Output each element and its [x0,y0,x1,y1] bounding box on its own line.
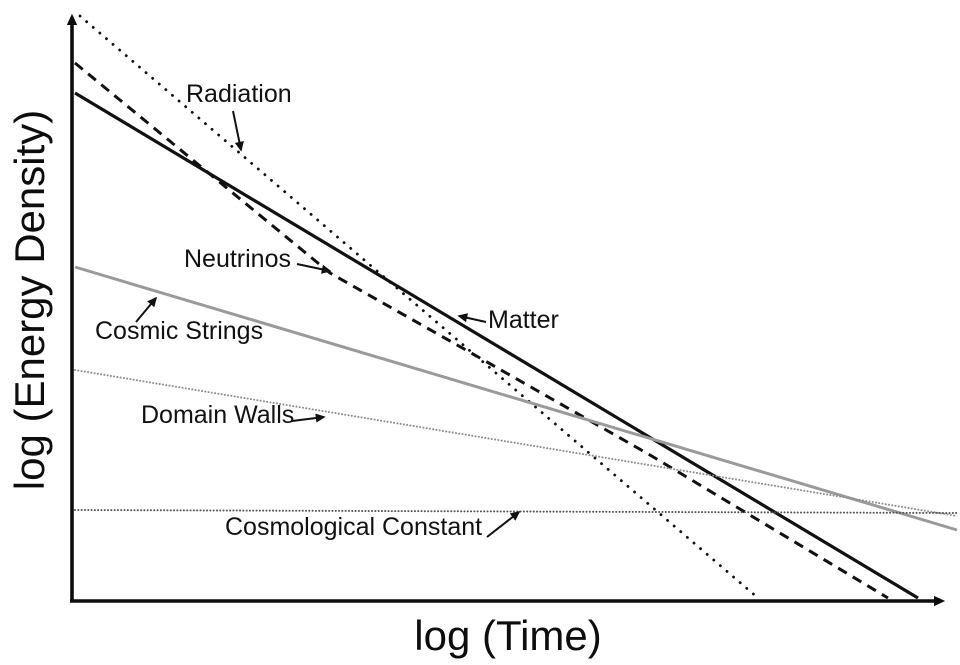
annotation-arrows [135,110,521,538]
cosmic-strings-arrow [135,296,158,323]
cosmological-constant-label: Cosmological Constant [225,513,483,541]
matter-line [74,91,919,600]
neutrinos-label: Neutrinos [184,245,291,273]
neutrinos-arrow [296,263,332,274]
radiation-label: Radiation [186,80,292,108]
y-axis-label: log (Energy Density) [6,109,53,491]
radiation-line [78,14,760,600]
data-lines [74,14,958,600]
matter-label: Matter [488,306,559,334]
cosmological-constant-arrow [486,510,521,538]
domain-walls-label: Domain Walls [141,401,295,429]
neutrinos-line [74,61,889,600]
radiation-arrow [232,110,244,152]
x-axis-label: log (Time) [414,612,602,659]
domain-walls-arrow [291,413,326,423]
cosmological-constant-line [74,509,958,514]
cosmic-strings-label: Cosmic Strings [95,317,264,345]
cosmic-strings-line [74,265,958,532]
axes [66,13,946,607]
domain-walls-line [74,369,958,517]
matter-arrow [457,313,487,323]
